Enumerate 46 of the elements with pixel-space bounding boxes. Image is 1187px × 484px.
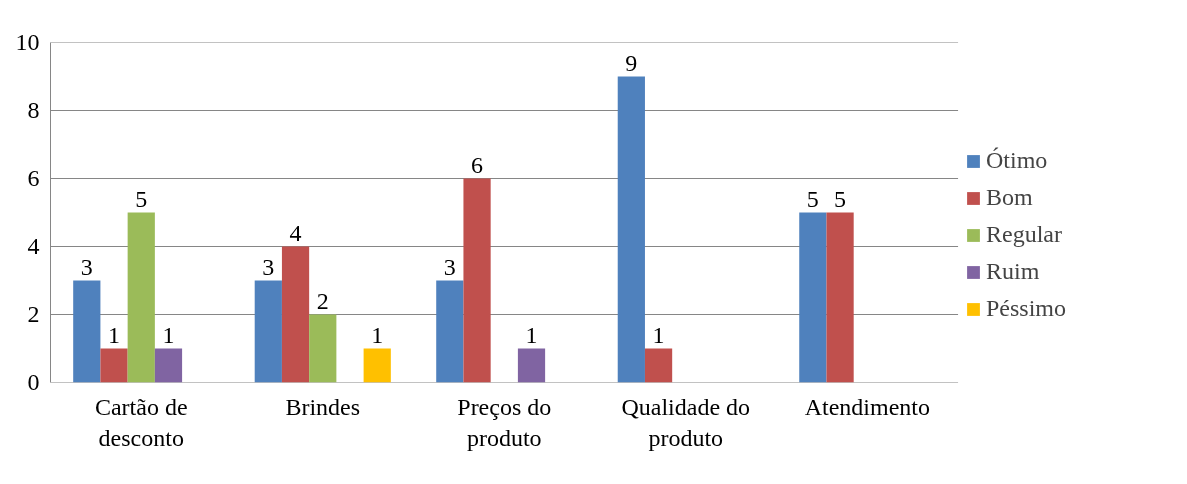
bar bbox=[826, 212, 854, 383]
bar bbox=[154, 348, 183, 383]
bar bbox=[309, 314, 337, 383]
bar bbox=[127, 212, 155, 383]
data-label: 5 bbox=[806, 185, 819, 212]
x-tick-label: Qualidade do produto bbox=[621, 393, 751, 451]
legend-label: Ótimo bbox=[986, 147, 1048, 174]
y-tick-label: 8 bbox=[27, 97, 40, 123]
data-label: 3 bbox=[443, 253, 456, 280]
bar bbox=[281, 246, 310, 383]
x-tick-label: Cartão de desconto bbox=[94, 393, 188, 451]
data-label: 3 bbox=[262, 253, 275, 280]
bar bbox=[517, 348, 546, 383]
data-label: 5 bbox=[834, 185, 847, 212]
x-tick-label: Atendimento bbox=[804, 393, 930, 420]
y-tick-label: 6 bbox=[27, 165, 40, 191]
legend-label: Ruim bbox=[986, 258, 1040, 285]
data-label: 1 bbox=[162, 321, 175, 348]
bar bbox=[463, 178, 491, 383]
bar bbox=[617, 76, 645, 383]
data-label: 9 bbox=[625, 49, 638, 76]
y-tick-label: 0 bbox=[27, 369, 40, 395]
legend-label: Bom bbox=[986, 184, 1033, 211]
bar bbox=[254, 280, 282, 383]
y-tick-label: 4 bbox=[27, 233, 40, 259]
bar bbox=[799, 212, 827, 383]
y-tick-label: 2 bbox=[27, 301, 40, 327]
data-label: 1 bbox=[652, 321, 665, 348]
data-label: 1 bbox=[525, 321, 538, 348]
legend-label: Péssimo bbox=[986, 295, 1067, 322]
bar bbox=[363, 348, 391, 383]
data-label: 6 bbox=[471, 151, 484, 178]
data-label: 4 bbox=[289, 219, 302, 246]
data-label: 1 bbox=[108, 321, 121, 348]
y-tick-label: 10 bbox=[15, 29, 40, 55]
bar bbox=[644, 348, 673, 383]
bar bbox=[73, 280, 101, 383]
x-tick-label: Preços do produto bbox=[457, 393, 552, 451]
data-label: 5 bbox=[135, 185, 148, 212]
data-label: 3 bbox=[80, 253, 93, 280]
data-label: 1 bbox=[371, 321, 384, 348]
bar bbox=[436, 280, 464, 383]
x-tick-label: Brindes bbox=[285, 393, 361, 420]
legend-label: Regular bbox=[986, 221, 1062, 248]
data-label: 2 bbox=[316, 287, 329, 314]
bar bbox=[100, 348, 128, 383]
